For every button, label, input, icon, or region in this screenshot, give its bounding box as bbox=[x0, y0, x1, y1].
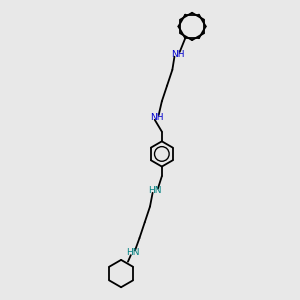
Text: HN: HN bbox=[148, 186, 162, 195]
Text: NH: NH bbox=[171, 50, 184, 58]
Text: HN: HN bbox=[126, 248, 140, 257]
Text: NH: NH bbox=[150, 112, 163, 122]
